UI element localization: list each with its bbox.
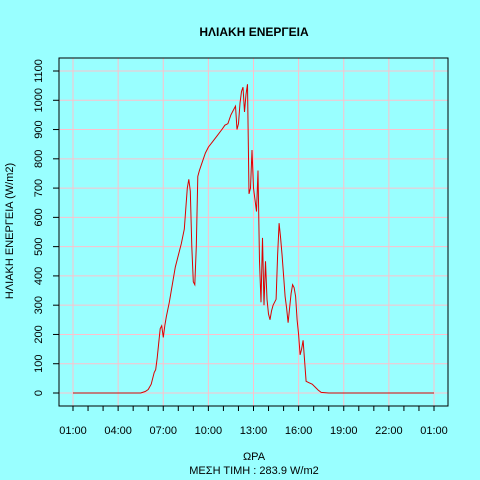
y-tick-label: 1000	[33, 88, 45, 112]
grid	[59, 58, 448, 406]
x-axis: 01:00 04:00 07:00 10:00 13:00 16:00 19:00 22:00…	[59, 406, 448, 437]
x-axis-label: ΩΡΑ	[243, 451, 266, 463]
y-tick-label: 200	[33, 325, 45, 343]
y-tick-label: 0	[33, 390, 45, 396]
series-line	[73, 84, 434, 394]
y-axis-label: ΗΛΙΑΚΗ ΕΝΕΡΓΕΙΑ (W/m2)	[4, 163, 16, 299]
y-tick-label: 700	[33, 179, 45, 197]
y-tick-label: 600	[33, 208, 45, 226]
x-tick-label: 10:00	[195, 425, 223, 437]
y-tick-label: 800	[33, 150, 45, 168]
x-tick-label: 22:00	[375, 425, 403, 437]
y-axis: 0 100 200 300 400 500 600 700 800 900 1000 1100	[33, 59, 59, 396]
x-tick-label: 19:00	[330, 425, 358, 437]
chart-title: ΗΛΙΑΚΗ ΕΝΕΡΓΕΙΑ	[199, 25, 309, 39]
x-tick-label: 01:00	[420, 425, 448, 437]
y-tick-label: 1100	[33, 59, 45, 83]
y-tick-label: 500	[33, 237, 45, 255]
x-tick-label: 16:00	[285, 425, 313, 437]
y-tick-label: 100	[33, 355, 45, 373]
x-tick-label: 13:00	[240, 425, 268, 437]
y-tick-label: 400	[33, 267, 45, 285]
mean-value-note: ΜΕΣΗ ΤΙΜΗ : 283.9 W/m2	[189, 465, 318, 477]
x-tick-label: 01:00	[59, 425, 87, 437]
x-tick-label: 07:00	[149, 425, 177, 437]
x-tick-label: 04:00	[104, 425, 132, 437]
y-tick-label: 900	[33, 120, 45, 138]
y-tick-label: 300	[33, 296, 45, 314]
